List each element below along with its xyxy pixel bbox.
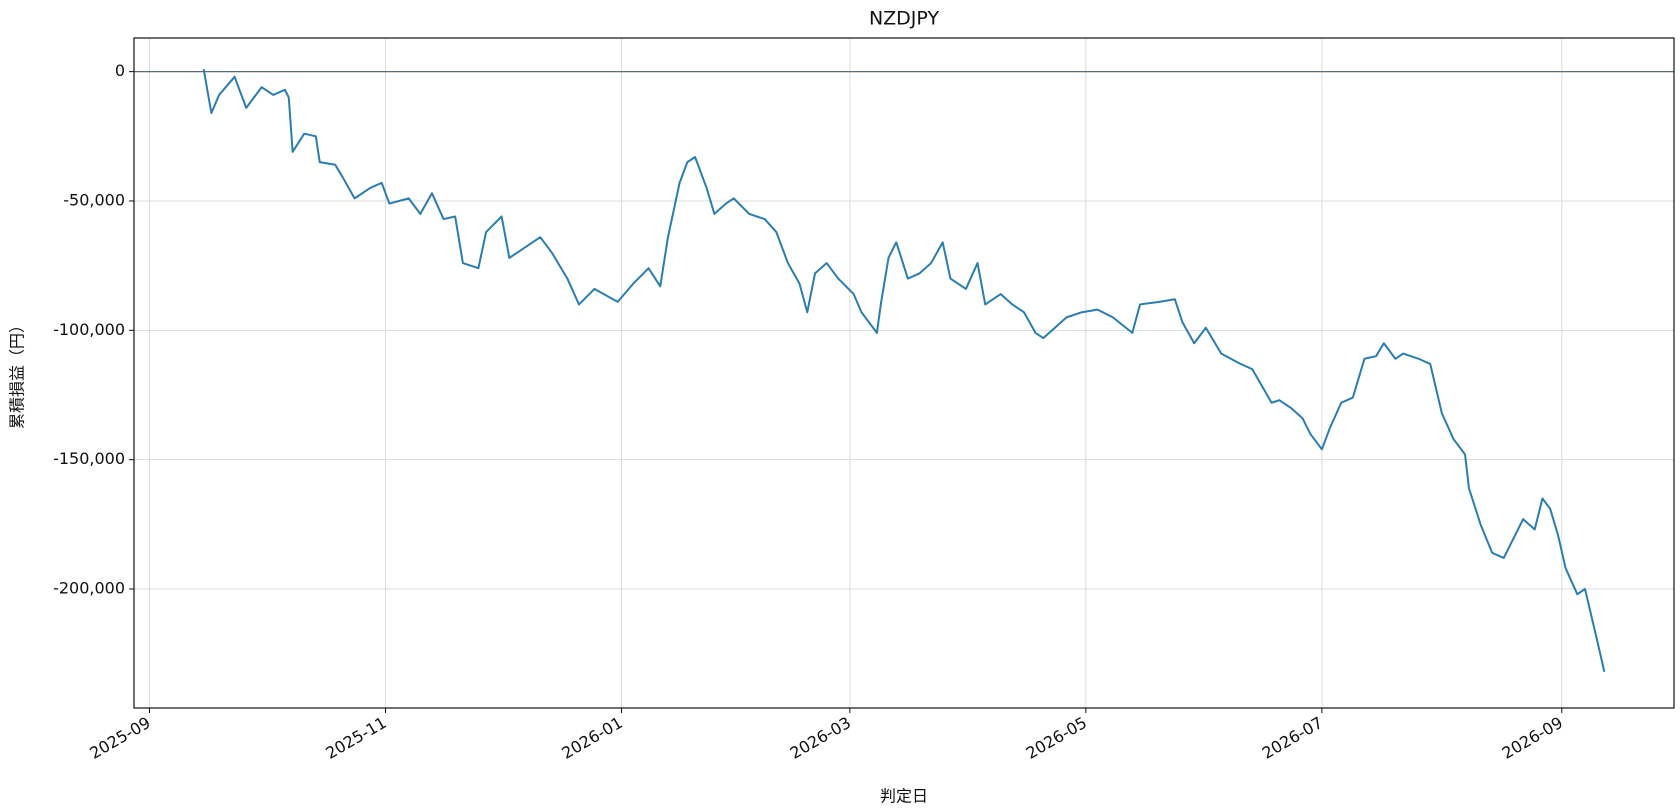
- y-tick-label: 0: [115, 61, 125, 80]
- x-tick-label: 2026-07: [1259, 713, 1326, 763]
- x-tick-label: 2025-11: [322, 713, 389, 763]
- x-tick-label: 2026-09: [1499, 713, 1566, 763]
- x-tick-label: 2026-03: [787, 713, 854, 763]
- x-tick-label: 2025-09: [86, 713, 153, 763]
- y-tick-label: -200,000: [53, 579, 125, 598]
- plot-frame: [133, 37, 1675, 709]
- y-tick-label: -150,000: [53, 449, 125, 468]
- y-tick-label: -50,000: [63, 190, 125, 209]
- x-tick-label: 2026-05: [1023, 713, 1090, 763]
- y-axis-label: 累積損益（円）: [8, 317, 27, 429]
- x-tick-label: 2026-01: [558, 713, 625, 763]
- y-tick-label: -100,000: [53, 320, 125, 339]
- chart-title: NZDJPY: [869, 8, 940, 30]
- data-line: [202, 68, 1606, 673]
- x-axis-label: 判定日: [880, 787, 928, 806]
